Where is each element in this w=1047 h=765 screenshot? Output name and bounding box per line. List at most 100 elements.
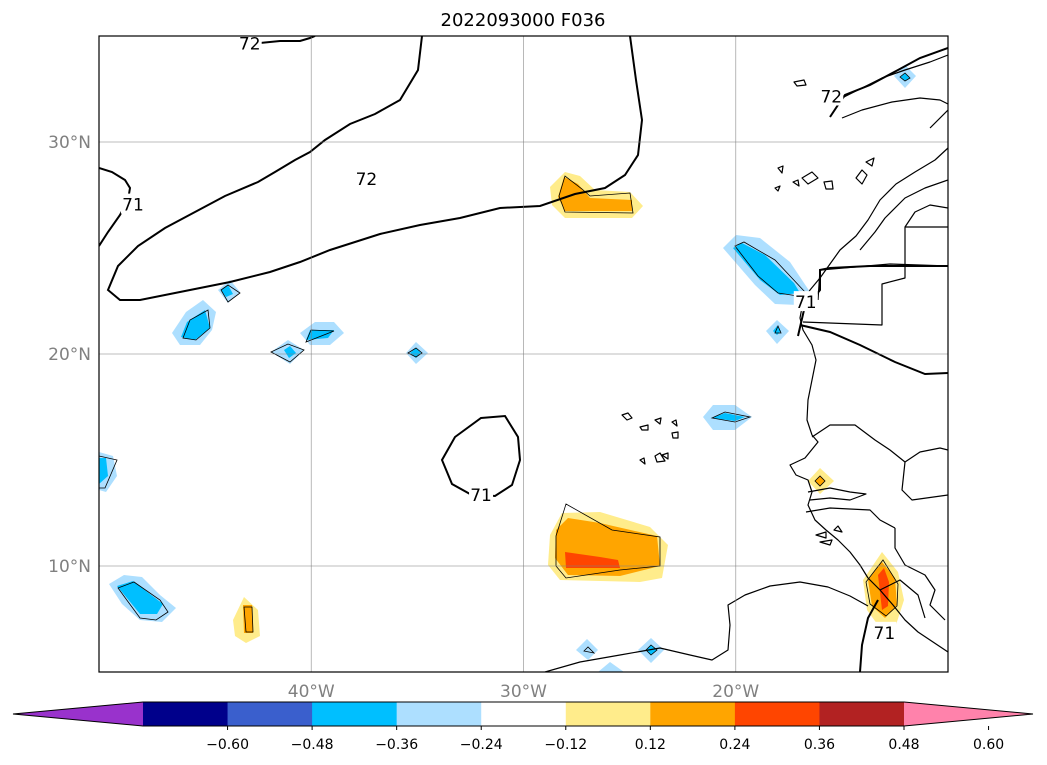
contour-label-bg: [793, 291, 818, 312]
anomaly-outline: [117, 581, 169, 621]
guinea-bissau-border: [805, 507, 896, 529]
height-contour-layer: [99, 36, 948, 672]
anomaly-outline: [710, 411, 752, 423]
algeria-border: [904, 204, 948, 228]
anomaly-outline: [270, 343, 305, 363]
colorbar-tick-label: −0.12: [544, 737, 587, 753]
anomaly-outline: [645, 644, 658, 656]
contour-label: 71: [874, 624, 896, 644]
colorbar-segment: [734, 702, 820, 726]
contour-label: 72: [820, 87, 842, 107]
lat-tick-label: 20°N: [48, 345, 91, 365]
coastline-layer: [544, 54, 948, 672]
negative-anomaly-region: [284, 346, 296, 358]
lon-tick-label: 20°W: [712, 682, 759, 702]
negative-anomaly-region: [576, 639, 598, 660]
contour-label: 71: [470, 486, 492, 506]
negative-anomaly-region: [181, 310, 210, 340]
positive-anomaly-region: [558, 177, 632, 211]
height-contour-71-east2: [799, 324, 948, 376]
madeira-island: [793, 79, 807, 87]
lat-tick-label: 10°N: [48, 557, 91, 577]
shaded-anomaly-layer: [99, 65, 916, 672]
colorbar-tick-label: −0.48: [291, 737, 334, 753]
anomaly-outline: [220, 284, 241, 303]
colorbar-segment: [396, 702, 482, 726]
contour-label-bg: [120, 193, 145, 214]
negative-anomaly-region: [712, 413, 745, 421]
contour-label: 71: [122, 196, 144, 216]
colorbar-segment: [481, 702, 567, 726]
africa-coastline: [789, 147, 948, 653]
contour-label-bg: [819, 85, 844, 106]
gambia-outline: [807, 487, 867, 501]
height-contour-72-east: [829, 47, 948, 118]
colorbar-segment: [143, 702, 229, 726]
contour-label: 72: [356, 170, 378, 190]
sierra-leone-border: [879, 579, 926, 619]
guinea-border: [894, 528, 946, 621]
colorbar-tick-label: 0.60: [973, 737, 1004, 753]
anomaly-outline: [305, 329, 335, 343]
lon-tick-label: 30°W: [500, 682, 547, 702]
contour-label-bg: [872, 621, 897, 642]
height-contour-71-east: [797, 265, 948, 337]
map-frame: [98, 35, 949, 673]
colorbar: −0.60 −0.48 −0.36 −0.24 −0.12 0.12 0.24 0.36 0.4…: [12, 701, 1034, 753]
canary-islands: [774, 157, 875, 192]
negative-anomaly-region: [733, 243, 800, 295]
positive-anomaly-region: [878, 568, 889, 610]
negative-anomaly-region: [99, 458, 108, 484]
map-title: 2022093000 F036: [441, 10, 606, 31]
west-africa-islands: [815, 525, 843, 546]
height-contour-72: [106, 36, 644, 301]
anomaly-outline: [243, 606, 254, 633]
western-sahara-border: [802, 226, 948, 326]
colorbar-tick-label: −0.36: [375, 737, 418, 753]
colorbar-segment: [650, 702, 736, 726]
negative-anomaly-region: [598, 662, 624, 672]
morocco-border: [859, 179, 948, 251]
colorbar-tick-label: 0.36: [804, 737, 835, 753]
anomaly-outline: [865, 559, 899, 617]
contour-labels: 72 72 71 71 72 71 71: [120, 34, 897, 644]
mauritania-border: [817, 263, 948, 301]
anomaly-outline: [99, 455, 118, 489]
height-contour-71: [440, 414, 522, 498]
lat-tick-label: 30°N: [48, 133, 91, 153]
colorbar-segment: [565, 702, 651, 726]
lon-tick-label: 40°W: [288, 682, 335, 702]
colorbar-segment: [819, 702, 905, 726]
colorbar-tick-label: 0.12: [635, 737, 666, 753]
contour-label-bg: [469, 484, 494, 505]
mali-border: [901, 461, 948, 501]
anomaly-outline: [407, 347, 423, 358]
positive-anomaly-region: [565, 552, 620, 568]
contour-label: 71: [795, 293, 817, 313]
anomaly-outline: [558, 175, 634, 214]
contour-label-bg: [354, 168, 379, 189]
south-america-coast: [544, 581, 869, 672]
map-area: 72 72 71 71 72 71 71: [99, 34, 948, 672]
colorbar-segment: [312, 702, 398, 726]
negative-anomaly-region: [117, 581, 163, 614]
gridlines: [99, 36, 948, 672]
contour-label: 72: [239, 34, 261, 54]
senegal-river: [811, 424, 948, 463]
colorbar-segment: [227, 702, 313, 726]
colorbar-tick-label: 0.24: [719, 737, 750, 753]
negative-anomaly-region: [306, 330, 334, 340]
colorbar-extend-low: [13, 702, 143, 726]
colorbar-tick-label: −0.60: [206, 737, 249, 753]
anomaly-outline: [899, 72, 911, 82]
contour-label-bg: [237, 36, 262, 53]
axis-tick-labels: 30°N 20°N 10°N 40°W 30°W 20°W: [48, 133, 759, 702]
colorbar-outline: [12, 701, 1034, 727]
anomaly-outline: [182, 309, 211, 341]
colorbar-tick-label: −0.24: [460, 737, 503, 753]
anomaly-outline: [583, 646, 596, 654]
anomaly-outline: [774, 324, 782, 334]
anomaly-outline-layer: [99, 72, 911, 656]
cape-verde-islands: [621, 412, 679, 465]
